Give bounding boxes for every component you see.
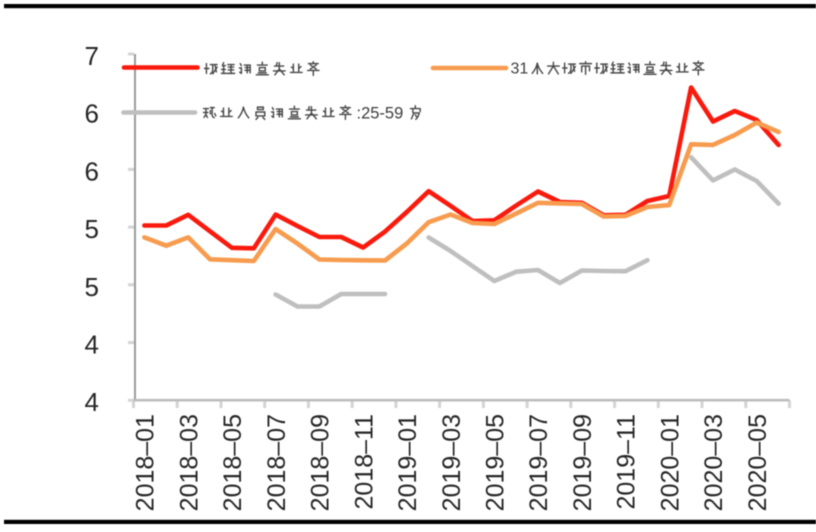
svg-text:2019–01: 2019–01: [394, 414, 422, 511]
svg-text:2018–03: 2018–03: [175, 414, 203, 511]
svg-text::25-59: :25-59: [357, 105, 404, 123]
svg-text:2019–09: 2019–09: [569, 414, 597, 511]
svg-text:2019–11: 2019–11: [613, 414, 641, 509]
svg-text:5: 5: [85, 272, 99, 302]
svg-text:2018–09: 2018–09: [307, 414, 335, 511]
svg-text:5: 5: [85, 214, 99, 244]
svg-text:4: 4: [85, 387, 99, 417]
svg-text:2019–03: 2019–03: [438, 414, 466, 511]
svg-text:2018–07: 2018–07: [263, 414, 291, 511]
svg-text:6: 6: [85, 156, 99, 186]
svg-text:2018–11: 2018–11: [350, 414, 378, 509]
svg-text:4: 4: [85, 330, 99, 360]
svg-text:7: 7: [85, 41, 99, 71]
svg-text:2020–01: 2020–01: [656, 414, 684, 511]
svg-text:6: 6: [85, 99, 99, 129]
svg-text:2020–03: 2020–03: [700, 414, 728, 511]
svg-text:2018–01: 2018–01: [132, 414, 160, 511]
svg-text:2019–05: 2019–05: [482, 414, 510, 511]
svg-text:2019–07: 2019–07: [525, 414, 553, 511]
svg-text:2018–05: 2018–05: [219, 414, 247, 511]
svg-text:31: 31: [511, 61, 529, 78]
svg-text:2020–05: 2020–05: [744, 414, 772, 511]
